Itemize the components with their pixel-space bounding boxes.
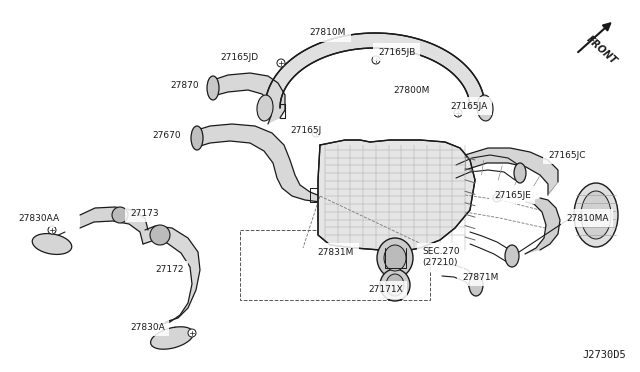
Circle shape	[277, 59, 285, 67]
Text: 27830AA: 27830AA	[18, 214, 59, 222]
Polygon shape	[465, 148, 558, 195]
Polygon shape	[318, 140, 475, 252]
Polygon shape	[143, 226, 200, 325]
Ellipse shape	[505, 245, 519, 267]
Text: 27165JB: 27165JB	[378, 48, 415, 57]
Ellipse shape	[150, 225, 170, 245]
Circle shape	[188, 329, 196, 337]
Text: FRONT: FRONT	[584, 34, 618, 66]
Text: 27172: 27172	[155, 266, 184, 275]
Circle shape	[454, 109, 462, 117]
Ellipse shape	[150, 327, 193, 349]
Text: 27800M: 27800M	[393, 86, 429, 94]
Polygon shape	[80, 207, 148, 244]
Text: 27870: 27870	[170, 80, 198, 90]
Ellipse shape	[574, 183, 618, 247]
Ellipse shape	[257, 95, 273, 121]
Text: 27831M: 27831M	[317, 247, 354, 257]
Text: 27670: 27670	[152, 131, 180, 140]
Circle shape	[312, 129, 320, 137]
Text: 27165J: 27165J	[290, 125, 321, 135]
Ellipse shape	[191, 126, 203, 150]
Ellipse shape	[32, 234, 72, 254]
Ellipse shape	[514, 163, 526, 183]
Text: 27871M: 27871M	[462, 273, 499, 282]
Ellipse shape	[207, 76, 219, 100]
Text: J2730D5: J2730D5	[582, 350, 626, 360]
Text: 27810MA: 27810MA	[566, 214, 609, 222]
Circle shape	[372, 56, 380, 64]
Ellipse shape	[477, 95, 493, 121]
Ellipse shape	[386, 274, 404, 296]
Polygon shape	[197, 124, 320, 202]
Text: 27165JA: 27165JA	[450, 102, 487, 110]
Text: 27173: 27173	[130, 208, 159, 218]
Text: 27810M: 27810M	[310, 28, 346, 37]
Ellipse shape	[384, 245, 406, 271]
Text: 27165JD: 27165JD	[220, 52, 258, 61]
Polygon shape	[525, 198, 560, 254]
Circle shape	[493, 194, 501, 202]
Text: SEC.270
(27210): SEC.270 (27210)	[422, 247, 460, 267]
Polygon shape	[213, 73, 285, 124]
Ellipse shape	[112, 207, 128, 223]
Text: 27830A: 27830A	[130, 323, 164, 331]
Ellipse shape	[380, 269, 410, 301]
Text: 27165JE: 27165JE	[494, 190, 531, 199]
Bar	[240, 230, 430, 300]
Text: 27165JC: 27165JC	[548, 151, 586, 160]
Circle shape	[48, 226, 56, 234]
Ellipse shape	[377, 238, 413, 278]
Ellipse shape	[581, 191, 611, 239]
Ellipse shape	[469, 274, 483, 296]
Polygon shape	[265, 33, 485, 108]
Text: 27171X: 27171X	[368, 285, 403, 295]
